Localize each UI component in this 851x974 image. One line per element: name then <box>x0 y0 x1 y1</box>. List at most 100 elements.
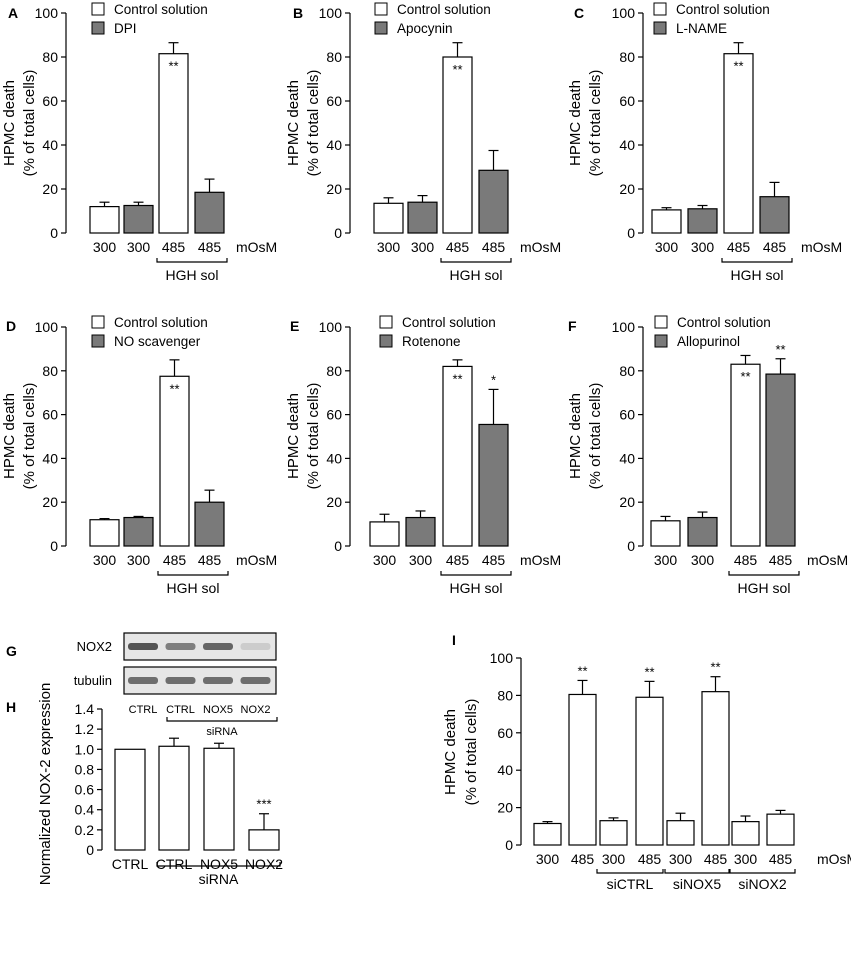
x-tick-label: 300 <box>93 239 117 255</box>
blot-band <box>203 677 233 684</box>
group-bracket <box>728 571 800 576</box>
y-tick-label: 100 <box>319 319 343 335</box>
x-tick-label: 300 <box>602 851 626 867</box>
x-unit-label: mOsM <box>236 239 277 255</box>
chart-h: H 0 0.2 0.4 0.6 0.8 1.0 1.2 1.4 Normalized NOX-2 … <box>6 683 283 887</box>
bar <box>194 191 225 234</box>
bar <box>478 423 509 547</box>
x-tick-label: 485 <box>198 239 222 255</box>
panel-label: D <box>6 318 16 334</box>
bar <box>650 520 681 547</box>
y-tick-label: 60 <box>497 725 513 741</box>
y-axis-label: HPMC death <box>285 393 302 479</box>
y-tick-label: 100 <box>35 319 59 335</box>
group-bracket <box>721 258 793 263</box>
bar <box>369 521 400 547</box>
y-tick-label: 80 <box>326 363 342 379</box>
bar <box>766 813 795 846</box>
bar <box>687 516 718 547</box>
bar <box>89 206 120 234</box>
legend-swatch <box>91 334 105 348</box>
panel-label: F <box>568 318 577 334</box>
bar <box>666 820 695 846</box>
y-tick-label: 0 <box>50 538 58 554</box>
y-tick-label: 20 <box>326 181 342 197</box>
x-tick-label: 485 <box>446 552 470 568</box>
significance-marker: ** <box>452 62 462 77</box>
bar <box>478 169 509 234</box>
legend-swatch <box>654 334 668 348</box>
bar <box>159 375 190 547</box>
blot-lane-label: CTRL <box>166 704 195 716</box>
group-label: siRNA <box>206 726 238 738</box>
bar <box>158 53 189 234</box>
x-tick-label: 300 <box>373 552 397 568</box>
blot-band <box>240 643 271 650</box>
y-tick-label: 20 <box>619 494 635 510</box>
y-tick-label: 0.8 <box>75 761 95 777</box>
panel-label: C <box>574 5 584 21</box>
x-tick-label: CTRL <box>112 856 149 872</box>
y-tick-label: 0.6 <box>75 782 95 798</box>
x-tick-label: NOX2 <box>245 856 283 872</box>
x-unit-label: mOsM <box>817 851 851 867</box>
significance-marker: ** <box>168 59 178 74</box>
x-tick-label: NOX5 <box>200 856 238 872</box>
bar <box>533 822 562 846</box>
x-unit-label: mOsM <box>520 239 561 255</box>
legend-label: Control solution <box>114 315 208 330</box>
bar <box>730 363 761 547</box>
x-tick-label: 300 <box>669 851 693 867</box>
y-tick-label: 20 <box>42 181 58 197</box>
group-bracket <box>166 717 278 722</box>
x-tick-label: 485 <box>727 239 751 255</box>
bar <box>123 516 154 547</box>
x-tick-label: 485 <box>571 851 595 867</box>
y-axis-label: HPMC death <box>442 709 459 795</box>
chart-c: C 0 20 40 60 80 100 HPMC death (% of total cells… <box>567 2 842 283</box>
y-tick-label: 60 <box>619 93 635 109</box>
y-tick-label: 80 <box>497 687 513 703</box>
bar <box>599 820 628 846</box>
y-tick-label: 0.2 <box>75 822 95 838</box>
group-label: HGH sol <box>738 580 791 596</box>
y-tick-label: 100 <box>612 5 636 21</box>
x-tick-label: 485 <box>769 552 793 568</box>
x-tick-label: 300 <box>411 239 435 255</box>
y-tick-label: 20 <box>326 494 342 510</box>
legend-label: NO scavenger <box>114 334 201 349</box>
bar <box>203 747 235 851</box>
x-tick-label: 485 <box>162 239 186 255</box>
blot-row-label: tubulin <box>74 673 112 688</box>
group-bracket <box>156 258 228 263</box>
panel-label: H <box>6 699 16 715</box>
blot-band <box>128 643 158 650</box>
y-tick-label: 40 <box>326 450 342 466</box>
legend-swatch <box>91 315 105 329</box>
y-tick-label: 20 <box>497 800 513 816</box>
group-label: HGH sol <box>450 580 503 596</box>
y-tick-label: 0 <box>334 538 342 554</box>
significance-marker: ** <box>452 371 462 386</box>
legend-label: Control solution <box>677 315 771 330</box>
group-bracket <box>596 869 664 874</box>
y-tick-label: 1.0 <box>75 741 95 757</box>
y-tick-label: 40 <box>326 137 342 153</box>
x-tick-label: 485 <box>446 239 470 255</box>
legend-label: Allopurinol <box>677 334 740 349</box>
y-tick-label: 40 <box>619 450 635 466</box>
group-label: siCTRL <box>607 876 654 892</box>
bar <box>651 209 682 234</box>
legend-label: Control solution <box>676 2 770 17</box>
chart-f: F 0 20 40 60 80 100 HPMC death (% of total cells… <box>567 315 848 596</box>
y-tick-label: 40 <box>42 450 58 466</box>
y-axis-label: Normalized NOX-2 expression <box>37 683 54 886</box>
y-axis-label-units: (% of total cells) <box>305 70 322 177</box>
x-tick-label: 485 <box>763 239 787 255</box>
bar <box>442 365 473 547</box>
bar <box>158 745 190 851</box>
y-tick-label: 0 <box>50 225 58 241</box>
bar <box>687 208 718 234</box>
